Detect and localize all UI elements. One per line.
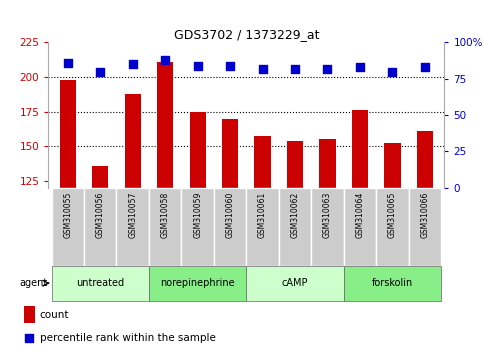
Text: GSM310064: GSM310064 <box>355 192 365 238</box>
Text: GSM310056: GSM310056 <box>96 192 105 238</box>
Bar <box>352 110 368 354</box>
Bar <box>344 188 376 266</box>
Bar <box>222 119 238 354</box>
Bar <box>311 188 344 266</box>
Text: GSM310063: GSM310063 <box>323 192 332 238</box>
Point <box>388 69 396 74</box>
Bar <box>92 166 108 354</box>
Point <box>194 63 201 69</box>
Bar <box>182 188 214 266</box>
Text: GSM310065: GSM310065 <box>388 192 397 238</box>
Bar <box>24 306 35 323</box>
Text: GSM310055: GSM310055 <box>63 192 72 238</box>
Bar <box>157 62 173 354</box>
Bar <box>417 131 433 354</box>
Bar <box>384 143 400 354</box>
Bar <box>189 112 206 354</box>
Text: count: count <box>40 310 69 320</box>
Bar <box>52 266 149 301</box>
Bar <box>84 188 116 266</box>
Point <box>356 64 364 70</box>
Point <box>161 57 169 63</box>
Text: agent: agent <box>19 278 48 288</box>
Text: GSM310066: GSM310066 <box>420 192 429 238</box>
Point <box>129 62 137 67</box>
Bar <box>246 188 279 266</box>
Text: percentile rank within the sample: percentile rank within the sample <box>40 333 216 343</box>
Text: GSM310060: GSM310060 <box>226 192 235 238</box>
Text: GSM310062: GSM310062 <box>291 192 299 238</box>
Bar <box>149 266 246 301</box>
Title: GDS3702 / 1373229_at: GDS3702 / 1373229_at <box>173 28 319 41</box>
Text: forskolin: forskolin <box>372 278 413 288</box>
Text: GSM310058: GSM310058 <box>161 192 170 238</box>
Bar <box>255 137 270 354</box>
Bar <box>125 93 141 354</box>
Bar <box>116 188 149 266</box>
Text: GSM310057: GSM310057 <box>128 192 137 238</box>
Point <box>324 66 331 72</box>
Point <box>291 66 299 72</box>
Text: GSM310059: GSM310059 <box>193 192 202 238</box>
Point <box>226 63 234 69</box>
Bar <box>246 266 344 301</box>
Bar <box>319 139 336 354</box>
Bar <box>60 80 76 354</box>
Text: untreated: untreated <box>76 278 124 288</box>
Point <box>421 64 429 70</box>
Point <box>25 335 33 341</box>
Point <box>64 60 71 65</box>
Bar <box>376 188 409 266</box>
Bar <box>52 188 84 266</box>
Text: cAMP: cAMP <box>282 278 308 288</box>
Point <box>259 66 267 72</box>
Point <box>97 69 104 74</box>
Bar <box>344 266 441 301</box>
Bar <box>214 188 246 266</box>
Bar <box>287 141 303 354</box>
Text: norepinephrine: norepinephrine <box>160 278 235 288</box>
Bar <box>279 188 311 266</box>
Bar <box>409 188 441 266</box>
Bar <box>149 188 182 266</box>
Text: GSM310061: GSM310061 <box>258 192 267 238</box>
